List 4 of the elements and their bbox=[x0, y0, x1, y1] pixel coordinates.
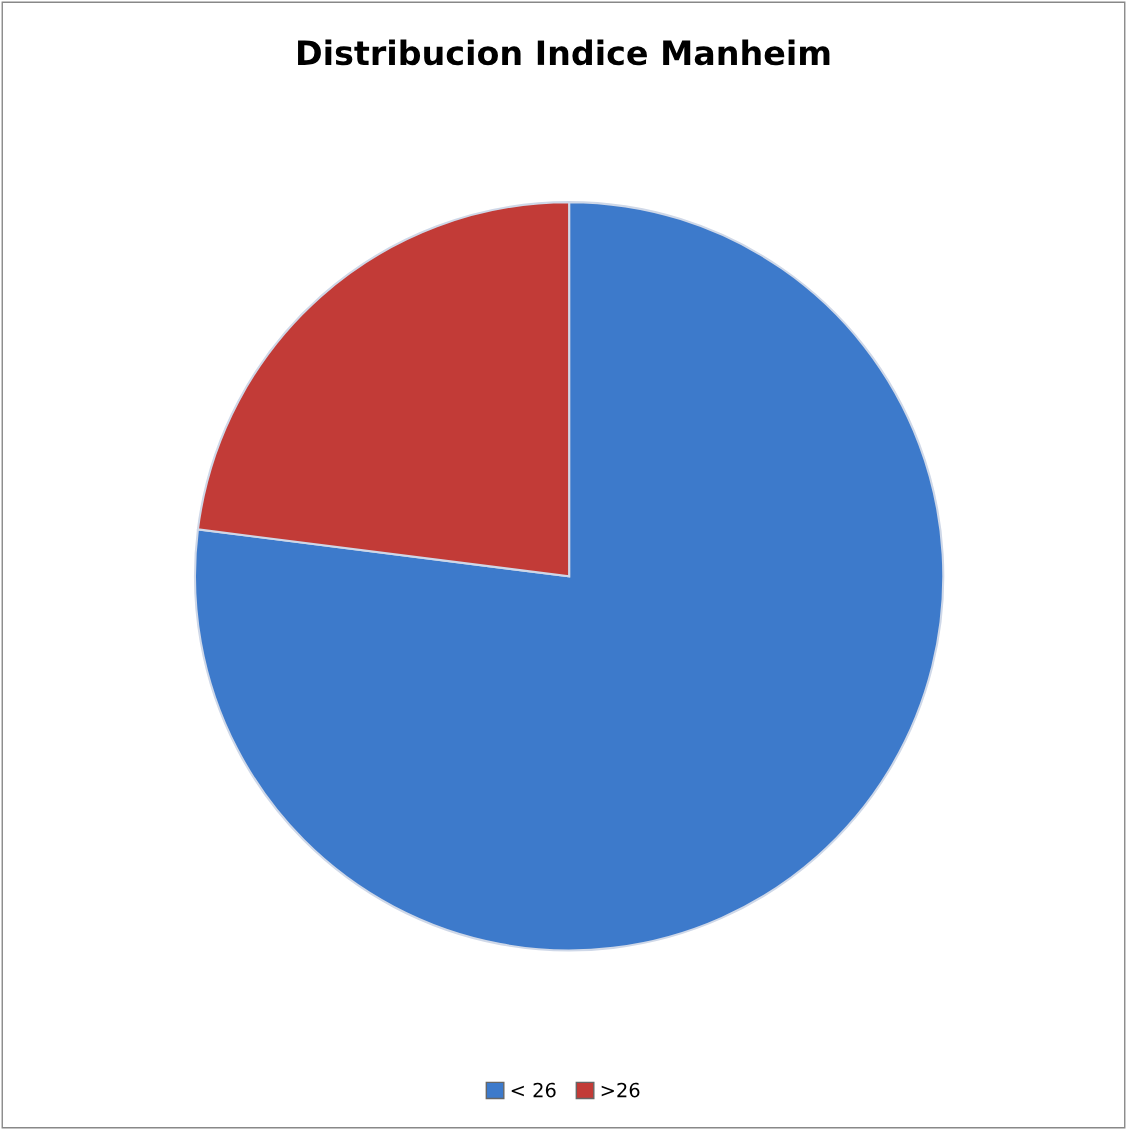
chart-title: Distribucion Indice Manheim bbox=[298, 39, 830, 66]
legend-label: >26 bbox=[601, 1082, 640, 1098]
pie-slice bbox=[193, 201, 945, 952]
legend-label: < 26 bbox=[511, 1082, 556, 1098]
